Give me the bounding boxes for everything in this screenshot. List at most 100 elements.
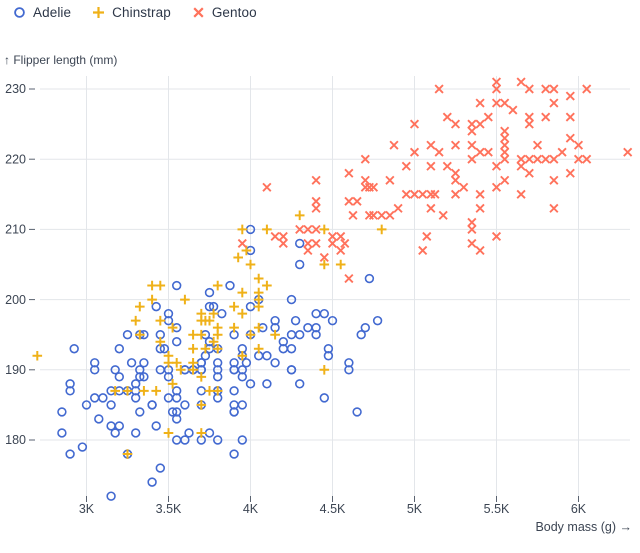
point-chinstrap: [196, 372, 207, 382]
point-gentoo: [319, 252, 329, 263]
point-chinstrap: [237, 224, 248, 235]
point-chinstrap: [237, 308, 248, 319]
point-adelie: [114, 372, 125, 382]
point-chinstrap: [229, 322, 239, 333]
point-gentoo: [364, 210, 374, 220]
point-chinstrap: [204, 386, 215, 396]
point-gentoo: [418, 245, 428, 256]
point-gentoo: [303, 224, 313, 234]
point-adelie: [172, 280, 182, 291]
point-adelie: [262, 351, 272, 361]
point-adelie: [290, 315, 301, 326]
point-gentoo: [360, 182, 370, 192]
point-chinstrap: [151, 386, 161, 396]
point-gentoo: [524, 119, 534, 129]
point-gentoo: [344, 196, 354, 206]
point-gentoo: [450, 168, 461, 178]
point-adelie: [372, 315, 383, 326]
point-gentoo: [270, 231, 280, 241]
point-gentoo: [303, 245, 313, 256]
point-gentoo: [475, 119, 485, 129]
point-gentoo: [344, 273, 354, 284]
point-gentoo: [450, 140, 461, 150]
point-gentoo: [475, 147, 485, 157]
point-chinstrap: [180, 294, 190, 305]
point-gentoo: [385, 175, 395, 185]
point-gentoo: [278, 238, 288, 249]
legend-label-chinstrap: Chinstrap: [112, 5, 171, 20]
point-chinstrap: [245, 329, 256, 340]
point-gentoo: [237, 238, 247, 249]
point-chinstrap: [188, 357, 198, 368]
x-tick-label: 3.5K: [156, 502, 182, 516]
legend-label-adelie: Adelie: [33, 5, 72, 20]
point-gentoo: [467, 238, 477, 249]
point-adelie: [57, 407, 67, 417]
point-gentoo: [303, 238, 313, 249]
point-gentoo: [426, 189, 436, 199]
point-chinstrap: [155, 336, 166, 347]
point-adelie: [229, 386, 239, 396]
point-adelie: [126, 358, 137, 368]
legend-label-gentoo: Gentoo: [211, 5, 257, 20]
y-tick-label: 230: [5, 82, 26, 96]
point-gentoo: [549, 84, 559, 94]
point-adelie: [131, 428, 141, 438]
point-gentoo: [434, 84, 444, 94]
y-axis-title: ↑ Flipper length (mm): [4, 53, 117, 67]
point-gentoo: [385, 210, 395, 220]
point-chinstrap: [196, 329, 207, 340]
legend-item-chinstrap: Chinstrap: [92, 5, 171, 20]
point-adelie: [159, 344, 170, 354]
point-gentoo: [549, 154, 559, 164]
point-gentoo: [475, 203, 485, 213]
x-tick-label: 5.5K: [484, 502, 510, 516]
point-chinstrap: [163, 357, 174, 368]
x-tick-label: 6K: [571, 502, 587, 516]
point-chinstrap: [188, 329, 198, 340]
point-gentoo: [348, 210, 358, 220]
x-tick-label: 4.5K: [320, 502, 346, 516]
point-gentoo: [344, 168, 354, 178]
point-gentoo: [549, 98, 559, 108]
point-adelie: [196, 386, 207, 396]
point-chinstrap: [335, 259, 346, 270]
adelie-circle-icon: [14, 7, 25, 18]
x-axis-title: Body mass (g) →: [535, 520, 632, 534]
series-gentoo: [237, 77, 633, 284]
point-gentoo: [565, 168, 575, 178]
point-chinstrap: [155, 315, 166, 326]
point-gentoo: [565, 91, 575, 101]
x-tick-label: 3K: [79, 502, 95, 516]
point-chinstrap: [253, 322, 264, 333]
point-adelie: [184, 428, 194, 438]
point-gentoo: [459, 182, 469, 192]
point-chinstrap: [122, 449, 133, 459]
point-gentoo: [401, 161, 411, 171]
y-tick-label: 190: [5, 363, 26, 377]
y-tick-label: 220: [5, 152, 26, 166]
gentoo-x-icon: [193, 7, 204, 18]
point-chinstrap: [262, 280, 272, 291]
point-gentoo: [524, 112, 534, 122]
point-adelie: [286, 344, 297, 354]
point-gentoo: [327, 238, 338, 249]
point-chinstrap: [196, 400, 207, 410]
point-gentoo: [475, 189, 485, 199]
point-adelie: [311, 308, 321, 319]
point-adelie: [241, 358, 252, 368]
y-tick-label: 200: [5, 293, 26, 307]
point-gentoo: [311, 224, 321, 234]
point-adelie: [319, 308, 329, 319]
point-chinstrap: [139, 386, 149, 396]
point-gentoo: [500, 154, 510, 164]
point-adelie: [344, 358, 354, 368]
point-adelie: [110, 365, 120, 375]
point-gentoo: [467, 119, 477, 129]
point-gentoo: [450, 119, 461, 129]
point-gentoo: [442, 112, 452, 122]
point-adelie: [98, 393, 108, 403]
point-gentoo: [389, 140, 399, 150]
point-gentoo: [467, 224, 477, 234]
